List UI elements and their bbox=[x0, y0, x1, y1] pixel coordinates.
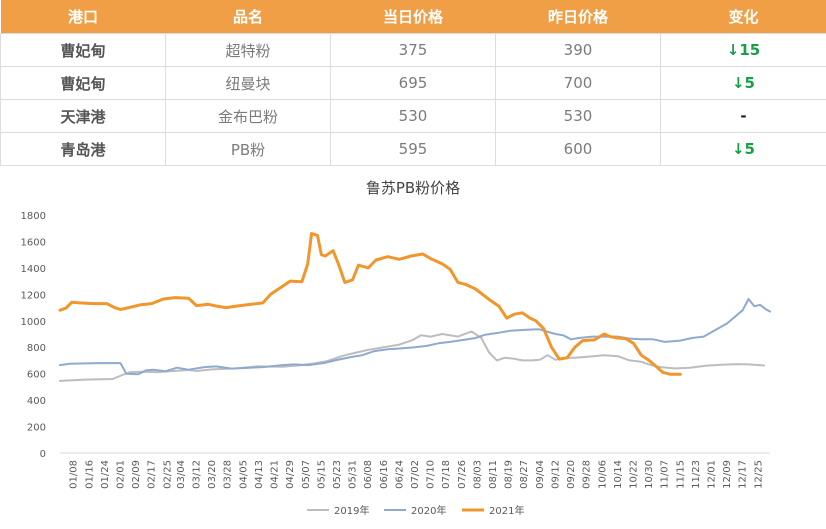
x-tick-label: 05/07 bbox=[301, 460, 312, 489]
header-port: 港口 bbox=[0, 0, 166, 34]
x-tick-label: 10/06 bbox=[597, 460, 608, 489]
today-price-cell: 530 bbox=[330, 99, 496, 133]
table-row: 曹妃甸 超特粉 375 390 ↓15 bbox=[0, 33, 826, 67]
x-tick-label: 01/16 bbox=[84, 460, 95, 489]
x-tick-label: 08/19 bbox=[504, 460, 515, 489]
change-cell: ↓15 bbox=[660, 33, 826, 67]
y-tick-label: 1600 bbox=[21, 237, 46, 248]
port-cell: 天津港 bbox=[0, 99, 166, 133]
yesterday-price-cell: 700 bbox=[495, 66, 661, 100]
x-tick-label: 07/26 bbox=[457, 460, 468, 489]
x-tick-label: 07/02 bbox=[410, 460, 421, 489]
x-tick-label: 08/11 bbox=[488, 460, 499, 489]
x-tick-label: 05/31 bbox=[348, 460, 359, 489]
price-line-chart: 鲁苏PB粉价格 0 200 400 600 800 1000 1200 1400 1600 1800… bbox=[21, 179, 771, 517]
x-tick-label: 06/08 bbox=[363, 460, 374, 489]
x-tick-label: 02/01 bbox=[115, 460, 126, 489]
x-tick-label: 04/21 bbox=[270, 460, 281, 489]
today-price-cell: 695 bbox=[330, 66, 496, 100]
x-tick-label: 09/04 bbox=[535, 460, 546, 489]
x-tick-label: 10/22 bbox=[628, 460, 639, 489]
port-cell: 曹妃甸 bbox=[0, 66, 166, 100]
yesterday-price-cell: 600 bbox=[495, 132, 661, 166]
series-line-2020年 bbox=[59, 298, 771, 376]
today-price-cell: 595 bbox=[330, 132, 496, 166]
x-tick-label: 12/25 bbox=[753, 460, 764, 489]
x-tick-label: 05/23 bbox=[332, 460, 343, 489]
x-tick-label: 10/14 bbox=[613, 460, 624, 489]
x-tick-label: 02/17 bbox=[147, 460, 158, 489]
table-row: 青岛港 PB粉 595 600 ↓5 bbox=[0, 132, 826, 166]
header-today-price: 当日价格 bbox=[330, 0, 496, 34]
y-tick-label: 1200 bbox=[21, 290, 46, 301]
x-tick-label: 12/09 bbox=[722, 460, 733, 489]
x-tick-label: 06/16 bbox=[379, 460, 390, 489]
yesterday-price-cell: 530 bbox=[495, 99, 661, 133]
x-tick-label: 03/12 bbox=[192, 460, 203, 489]
x-tick-label: 07/18 bbox=[441, 460, 452, 489]
series-line-2021年 bbox=[58, 232, 682, 376]
x-tick-label: 12/17 bbox=[738, 460, 749, 489]
y-tick-label: 1400 bbox=[21, 264, 46, 275]
x-tick-label: 04/29 bbox=[285, 460, 296, 489]
header-yesterday-price: 昨日价格 bbox=[495, 0, 661, 34]
table-row: 天津港 金布巴粉 530 530- bbox=[0, 99, 826, 133]
x-tick-label: 08/27 bbox=[519, 460, 530, 489]
legend-label: 2021年 bbox=[489, 504, 524, 517]
x-tick-label: 05/15 bbox=[316, 460, 327, 489]
y-tick-label: 1800 bbox=[21, 211, 46, 222]
x-tick-label: 09/28 bbox=[582, 460, 593, 489]
today-price-cell: 375 bbox=[330, 33, 496, 67]
x-tick-label: 11/07 bbox=[660, 460, 671, 489]
table-row: 曹妃甸 纽曼块 695 700 ↓5 bbox=[0, 66, 826, 100]
change-cell: - bbox=[660, 99, 826, 133]
x-tick-label: 06/24 bbox=[394, 460, 405, 489]
y-tick-label: 400 bbox=[27, 396, 46, 407]
product-cell: PB粉 bbox=[165, 132, 331, 166]
y-tick-label: 800 bbox=[27, 343, 46, 354]
x-tick-label: 02/09 bbox=[131, 460, 142, 489]
x-tick-label: 04/13 bbox=[254, 460, 265, 489]
port-cell: 青岛港 bbox=[0, 132, 166, 166]
product-cell: 超特粉 bbox=[165, 33, 331, 67]
y-tick-label: 600 bbox=[27, 370, 46, 381]
y-tick-label: 0 bbox=[40, 449, 46, 460]
chart-title: 鲁苏PB粉价格 bbox=[366, 179, 460, 197]
x-tick-label: 12/01 bbox=[706, 460, 717, 489]
x-tick-label: 03/04 bbox=[176, 460, 187, 489]
x-tick-label: 11/15 bbox=[675, 460, 686, 489]
x-tick-label: 03/28 bbox=[223, 460, 234, 489]
series-line-2019年 bbox=[59, 330, 766, 382]
legend-label: 2020年 bbox=[411, 504, 446, 517]
y-tick-label: 200 bbox=[27, 423, 46, 434]
x-tick-label: 03/20 bbox=[207, 460, 218, 489]
product-cell: 金布巴粉 bbox=[165, 99, 331, 133]
change-cell: ↓5 bbox=[660, 132, 826, 166]
x-tick-label: 09/12 bbox=[550, 460, 561, 489]
port-cell: 曹妃甸 bbox=[0, 33, 166, 67]
x-tick-label: 07/10 bbox=[426, 460, 437, 489]
table-header-row: 港口 品名 当日价格 昨日价格 变化 bbox=[0, 0, 826, 34]
x-tick-label: 10/30 bbox=[644, 460, 655, 489]
x-tick-label: 01/08 bbox=[69, 460, 80, 489]
y-tick-label: 1000 bbox=[21, 317, 46, 328]
x-tick-label: 02/25 bbox=[162, 460, 173, 489]
legend-label: 2019年 bbox=[334, 504, 369, 517]
header-change: 变化 bbox=[660, 0, 826, 34]
x-tick-label: 08/03 bbox=[472, 460, 483, 489]
yesterday-price-cell: 390 bbox=[495, 33, 661, 67]
change-cell: ↓5 bbox=[660, 66, 826, 100]
product-cell: 纽曼块 bbox=[165, 66, 331, 100]
x-tick-label: 09/20 bbox=[566, 460, 577, 489]
x-tick-label: 01/24 bbox=[100, 460, 111, 489]
x-tick-label: 11/23 bbox=[691, 460, 702, 489]
price-table: 港口 品名 当日价格 昨日价格 变化 曹妃甸 超特粉 375 390 ↓15 曹妃甸 纽曼块… bbox=[0, 0, 826, 166]
header-product: 品名 bbox=[165, 0, 331, 34]
x-tick-label: 04/05 bbox=[238, 460, 249, 489]
